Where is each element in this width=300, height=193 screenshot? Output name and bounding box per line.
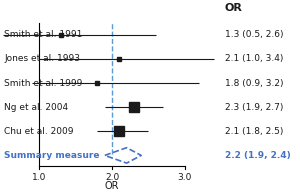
Text: 2.2 (1.9, 2.4): 2.2 (1.9, 2.4) — [225, 151, 291, 160]
Text: Ng et al. 2004: Ng et al. 2004 — [4, 103, 68, 112]
Text: Smith et al. 1999: Smith et al. 1999 — [4, 79, 82, 88]
Text: Chu et al. 2009: Chu et al. 2009 — [4, 127, 74, 136]
Text: Summary measure: Summary measure — [4, 151, 100, 160]
Text: Smith et al. 1991: Smith et al. 1991 — [4, 30, 82, 39]
Text: 1.8 (0.9, 3.2): 1.8 (0.9, 3.2) — [225, 79, 284, 88]
Text: 2.3 (1.9, 2.7): 2.3 (1.9, 2.7) — [225, 103, 283, 112]
Text: 2.0: 2.0 — [105, 173, 119, 182]
Text: OR: OR — [105, 181, 119, 191]
Text: 3.0: 3.0 — [178, 173, 192, 182]
Text: Jones et al. 1993: Jones et al. 1993 — [4, 54, 80, 63]
Text: 2.1 (1.8, 2.5): 2.1 (1.8, 2.5) — [225, 127, 283, 136]
Text: 2.1 (1.0, 3.4): 2.1 (1.0, 3.4) — [225, 54, 283, 63]
Text: 1.3 (0.5, 2.6): 1.3 (0.5, 2.6) — [225, 30, 284, 39]
Text: OR: OR — [225, 3, 243, 13]
Text: 1.0: 1.0 — [32, 173, 46, 182]
